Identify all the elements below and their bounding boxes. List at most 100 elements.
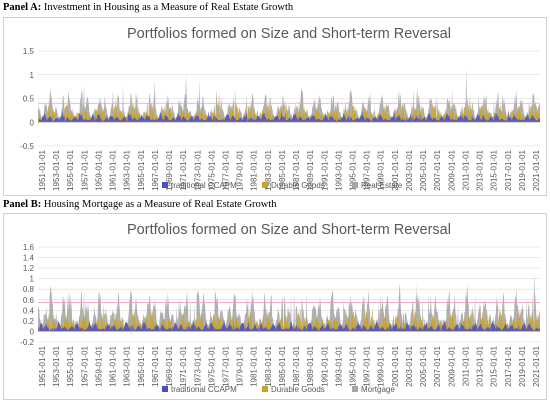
chart-title: Portfolios formed on Size and Short-term… <box>127 26 451 42</box>
y-tick-label: 1.6 <box>23 243 35 252</box>
y-tick-label: 0 <box>30 118 35 127</box>
x-tick-label: 2017-01-01 <box>504 149 513 190</box>
legend-label: Durable Goods <box>271 385 325 394</box>
x-tick-label: 1979-01-01 <box>236 149 245 190</box>
x-tick-label: 1973-01-01 <box>193 345 202 386</box>
x-tick-label: 1983-01-01 <box>264 149 273 190</box>
chart-b: Portfolios formed on Size and Short-term… <box>3 213 547 400</box>
x-tick-label: 1953-01-01 <box>52 345 61 386</box>
legend-swatch <box>352 386 358 392</box>
x-tick-label: 1983-01-01 <box>264 345 273 386</box>
legend-label: traditional CCAPM <box>171 385 237 394</box>
chart-title: Portfolios formed on Size and Short-term… <box>127 222 451 238</box>
x-tick-label: 2011-01-01 <box>461 345 470 386</box>
x-tick-label: 2005-01-01 <box>419 149 428 190</box>
x-tick-label: 1965-01-01 <box>137 149 146 190</box>
x-tick-label: 1981-01-01 <box>250 345 259 386</box>
x-tick-label: 2021-01-01 <box>532 345 541 386</box>
y-tick-label: 0.4 <box>23 306 35 315</box>
legend-label: traditional CCAPM <box>171 181 237 190</box>
x-tick-label: 1991-01-01 <box>320 345 329 386</box>
y-tick-label: 1.4 <box>23 254 35 263</box>
x-tick-label: 1989-01-01 <box>306 345 315 386</box>
legend-swatch <box>262 182 268 188</box>
y-tick-label: -0.5 <box>20 142 34 151</box>
x-tick-label: 1999-01-01 <box>377 345 386 386</box>
x-tick-label: 1989-01-01 <box>306 149 315 190</box>
x-tick-label: 1995-01-01 <box>349 149 358 190</box>
x-tick-label: 2007-01-01 <box>433 149 442 190</box>
legend-label: Mortgage <box>361 385 395 394</box>
x-tick-label: 2009-01-01 <box>447 345 456 386</box>
x-tick-label: 1951-01-01 <box>38 149 47 190</box>
x-tick-label: 1975-01-01 <box>207 345 216 386</box>
y-tick-label: 1.5 <box>23 47 35 56</box>
chart-b-svg: Portfolios formed on Size and Short-term… <box>20 222 541 394</box>
x-tick-label: 1965-01-01 <box>137 345 146 386</box>
panel-a-label-bold: Panel A: <box>3 2 42 13</box>
x-tick-label: 1961-01-01 <box>109 149 118 190</box>
x-tick-label: 1987-01-01 <box>292 149 301 190</box>
x-tick-label: 1987-01-01 <box>292 345 301 386</box>
y-tick-label: 0 <box>30 327 35 336</box>
series-area-1 <box>38 92 540 124</box>
x-tick-label: 1979-01-01 <box>236 345 245 386</box>
x-tick-label: 2015-01-01 <box>490 149 499 190</box>
x-tick-label: 1975-01-01 <box>207 149 216 190</box>
x-tick-label: 1959-01-01 <box>94 149 103 190</box>
x-tick-label: 2001-01-01 <box>391 149 400 190</box>
series-area-2 <box>38 273 540 334</box>
x-tick-label: 1957-01-01 <box>80 345 89 386</box>
x-tick-label: 2013-01-01 <box>476 345 485 386</box>
x-tick-label: 2007-01-01 <box>433 345 442 386</box>
y-tick-label: -0.2 <box>20 338 34 347</box>
x-tick-label: 1951-01-01 <box>38 345 47 386</box>
y-tick-label: 0.8 <box>23 285 35 294</box>
panel-a-label: Panel A: Investment in Housing as a Meas… <box>3 2 293 13</box>
x-tick-label: 1969-01-01 <box>165 345 174 386</box>
x-tick-label: 2021-01-01 <box>532 149 541 190</box>
x-tick-label: 1955-01-01 <box>66 149 75 190</box>
legend-swatch <box>162 386 168 392</box>
x-tick-label: 1977-01-01 <box>221 149 230 190</box>
x-tick-label: 2015-01-01 <box>490 345 499 386</box>
panel-b-label-text: Housing Mortgage as a Measure of Real Es… <box>41 199 277 210</box>
x-tick-label: 1957-01-01 <box>80 149 89 190</box>
x-tick-label: 1959-01-01 <box>94 345 103 386</box>
y-tick-label: 0.5 <box>23 95 35 104</box>
x-tick-label: 2009-01-01 <box>447 149 456 190</box>
x-tick-label: 1967-01-01 <box>151 149 160 190</box>
y-tick-label: 0.6 <box>23 296 35 305</box>
legend-swatch <box>262 386 268 392</box>
y-tick-label: 1 <box>30 275 35 284</box>
x-tick-label: 1971-01-01 <box>179 345 188 386</box>
x-tick-label: 1997-01-01 <box>363 149 372 190</box>
series-area-0 <box>38 110 540 125</box>
x-tick-label: 1961-01-01 <box>109 345 118 386</box>
x-tick-label: 1993-01-01 <box>334 149 343 190</box>
x-tick-label: 2019-01-01 <box>518 345 527 386</box>
x-tick-label: 1999-01-01 <box>377 149 386 190</box>
x-tick-label: 1955-01-01 <box>66 345 75 386</box>
chart-a: Portfolios formed on Size and Short-term… <box>3 17 547 196</box>
x-tick-label: 1963-01-01 <box>123 149 132 190</box>
x-tick-label: 1971-01-01 <box>179 149 188 190</box>
legend-swatch <box>162 182 168 188</box>
panel-a-label-text: Investment in Housing as a Measure of Re… <box>41 2 294 13</box>
chart-a-svg: Portfolios formed on Size and Short-term… <box>20 26 541 191</box>
x-tick-label: 1953-01-01 <box>52 149 61 190</box>
x-tick-label: 1963-01-01 <box>123 345 132 386</box>
x-tick-label: 1967-01-01 <box>151 345 160 386</box>
panel-b-label-bold: Panel B: <box>3 199 42 210</box>
x-tick-label: 2011-01-01 <box>461 149 470 190</box>
x-tick-label: 2017-01-01 <box>504 345 513 386</box>
x-tick-label: 2005-01-01 <box>419 345 428 386</box>
legend-swatch <box>352 182 358 188</box>
y-tick-label: 1.2 <box>23 264 35 273</box>
x-tick-label: 2003-01-01 <box>405 149 414 190</box>
x-tick-label: 1991-01-01 <box>320 149 329 190</box>
x-tick-label: 1997-01-01 <box>363 345 372 386</box>
y-tick-label: 1 <box>30 71 35 80</box>
x-tick-label: 2003-01-01 <box>405 345 414 386</box>
x-tick-label: 1993-01-01 <box>334 345 343 386</box>
